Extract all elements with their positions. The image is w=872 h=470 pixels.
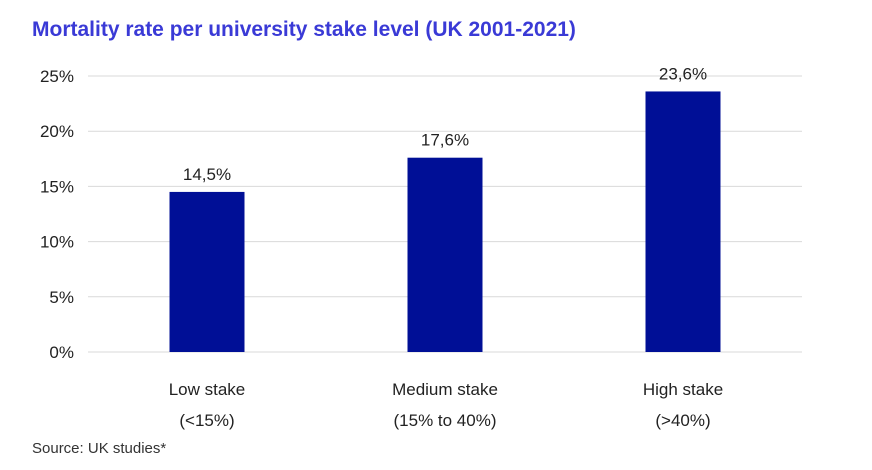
y-tick-label: 5% [49, 288, 74, 307]
bar [169, 191, 245, 352]
data-label: 23,6% [659, 64, 707, 83]
bar [407, 157, 483, 352]
y-tick-label: 15% [40, 177, 74, 196]
x-category-label: High stake [643, 380, 723, 399]
bar [645, 91, 721, 353]
x-category-label: (>40%) [655, 411, 710, 430]
source-note: Source: UK studies* [32, 440, 167, 457]
data-labels: 14,5% 17,6% 23,6% [183, 64, 707, 183]
x-axis-categories: Low stake (<15%) Medium stake (15% to 40%) H… [169, 380, 723, 430]
data-label: 14,5% [183, 165, 231, 184]
x-category-label: (15% to 40%) [394, 411, 497, 430]
y-tick-label: 25% [40, 67, 74, 86]
y-tick-label: 0% [49, 343, 74, 362]
bars [169, 91, 721, 353]
y-tick-label: 10% [40, 233, 74, 252]
chart-title: Mortality rate per university stake leve… [32, 18, 576, 41]
x-category-label: (<15%) [179, 411, 234, 430]
y-tick-label: 20% [40, 122, 74, 141]
x-category-label: Medium stake [392, 380, 498, 399]
data-label: 17,6% [421, 131, 469, 150]
x-category-label: Low stake [169, 380, 246, 399]
y-axis-ticks: 0% 5% 10% 15% 20% 25% [40, 67, 74, 362]
